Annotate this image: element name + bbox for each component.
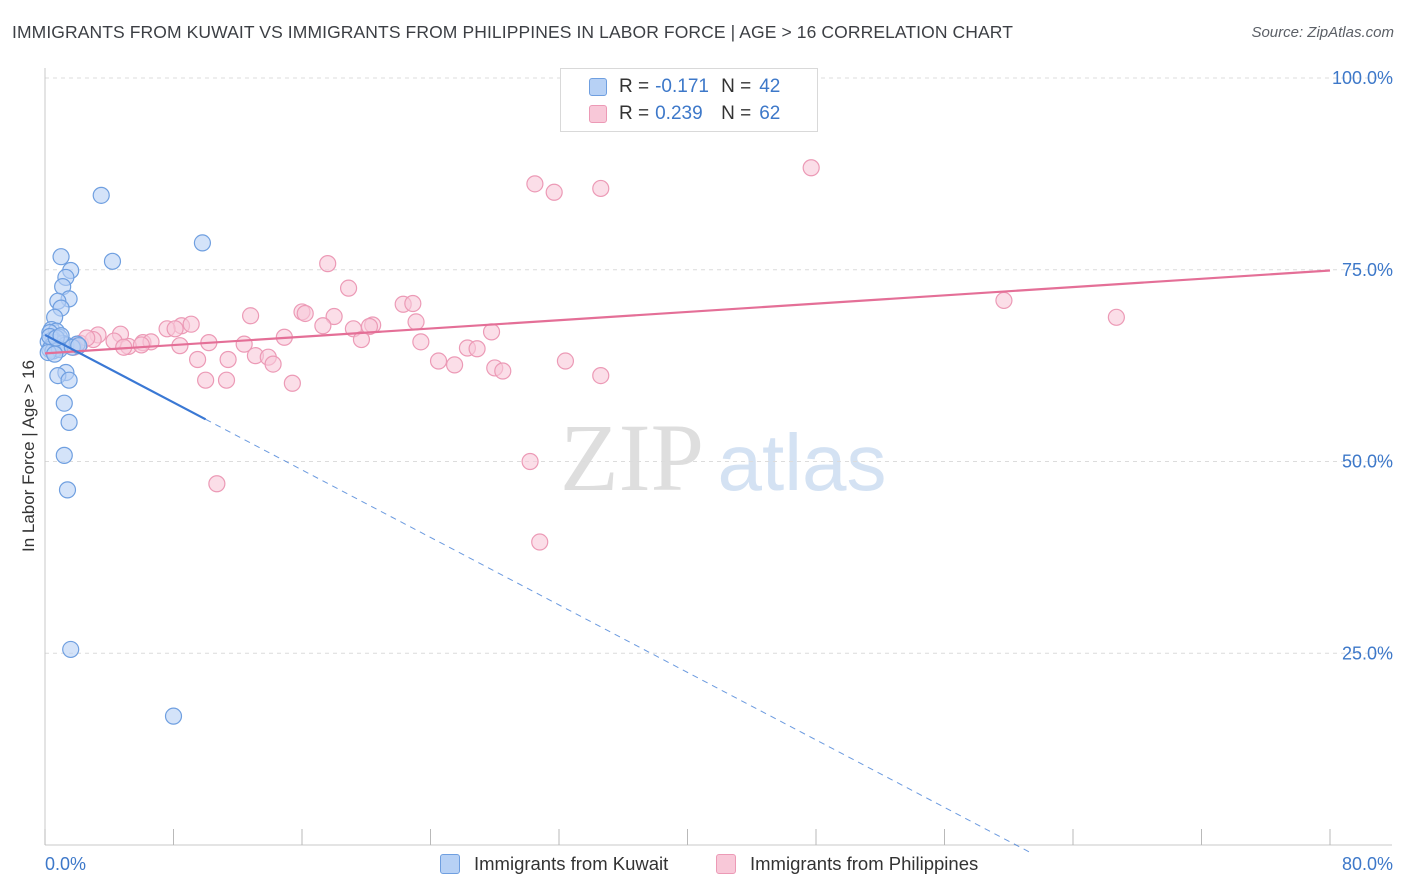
kuwait-point: [60, 413, 78, 431]
philippines-point: [188, 350, 207, 369]
kuwait-trend-extension: [205, 418, 1034, 855]
kuwait-point: [55, 394, 73, 412]
philippines-point: [197, 371, 215, 389]
kuwait-point: [60, 371, 78, 389]
philippines-n-value: 62: [759, 103, 781, 124]
philippines-point: [412, 333, 430, 351]
kuwait-point: [193, 234, 212, 252]
kuwait-n-label: N =: [721, 76, 752, 97]
bottom-legend-kuwait: Immigrants from Kuwait: [440, 852, 668, 876]
philippines-point: [468, 340, 486, 358]
y-axis-title: In Labor Force | Age > 16: [19, 360, 38, 552]
philippines-point: [208, 475, 226, 493]
philippines-point: [217, 371, 236, 389]
philippines-point: [556, 352, 575, 370]
bottom-philippines-label: Immigrants from Philippines: [750, 853, 979, 874]
philippines-r-value: 0.239: [655, 103, 703, 124]
philippines-point: [242, 307, 260, 325]
kuwait-n-value: 42: [759, 76, 781, 97]
bottom-kuwait-label: Immigrants from Kuwait: [474, 853, 669, 874]
legend-row-philippines: R = 0.239 N = 62: [589, 103, 780, 125]
kuwait-point: [164, 707, 183, 725]
y-tick-label: 50.0%: [1342, 452, 1393, 472]
philippines-point: [404, 294, 422, 313]
x-tick-labels: 0.0% 80.0%: [45, 854, 1393, 874]
philippines-point: [132, 336, 150, 354]
philippines-point: [325, 307, 343, 326]
philippines-point: [545, 183, 563, 201]
philippines-point: [319, 255, 337, 273]
philippines-point: [407, 313, 425, 331]
philippines-swatch: [589, 105, 607, 123]
kuwait-point: [52, 248, 70, 266]
philippines-point: [429, 352, 448, 370]
kuwait-point: [58, 481, 77, 499]
philippines-point: [526, 175, 544, 193]
philippines-point: [166, 320, 184, 338]
legend-row-kuwait: R = -0.171 N = 42: [589, 76, 780, 98]
philippines-point: [296, 304, 314, 323]
kuwait-r-value: -0.171: [655, 76, 709, 97]
philippines-point: [352, 330, 371, 349]
philippines-point: [521, 452, 539, 471]
correlation-legend: R = -0.171 N = 42 R = 0.239 N = 62: [560, 68, 818, 132]
axes: [44, 68, 1392, 846]
philippines-point: [339, 279, 358, 297]
bottom-kuwait-swatch: [440, 854, 460, 874]
philippines-point: [802, 159, 820, 177]
philippines-point: [264, 355, 282, 373]
watermark: ZIP atlas: [560, 404, 886, 511]
philippines-point: [482, 323, 501, 341]
watermark-zip: ZIP: [560, 404, 704, 511]
x-tick-label-max: 80.0%: [1342, 854, 1393, 874]
philippines-point: [995, 291, 1013, 310]
philippines-point: [494, 362, 512, 380]
kuwait-point: [92, 186, 110, 204]
y-tick-label: 100.0%: [1332, 68, 1393, 88]
trend-lines: [44, 269, 1331, 855]
chart-title: IMMIGRANTS FROM KUWAIT VS IMMIGRANTS FRO…: [12, 22, 1014, 42]
philippines-point: [592, 366, 610, 385]
philippines-point: [592, 179, 610, 198]
y-tick-label: 25.0%: [1342, 643, 1393, 663]
gridlines: [45, 77, 1392, 654]
philippines-point: [531, 533, 549, 551]
philippines-point: [445, 356, 464, 374]
y-tick-labels: 25.0% 50.0% 75.0% 100.0%: [1332, 68, 1393, 663]
kuwait-trend-line: [44, 333, 207, 421]
watermark-atlas: atlas: [718, 418, 887, 507]
philippines-point: [283, 374, 301, 392]
x-tick-label-min: 0.0%: [45, 854, 86, 874]
series-kuwait-points: [39, 186, 212, 725]
kuwait-point: [55, 446, 73, 464]
kuwait-r-label: R =: [619, 76, 650, 97]
kuwait-point: [62, 640, 80, 659]
philippines-point: [314, 317, 332, 335]
y-tick-label: 75.0%: [1342, 260, 1393, 280]
bottom-legend-philippines: Immigrants from Philippines: [716, 852, 978, 876]
philippines-n-label: N =: [721, 103, 752, 124]
philippines-point: [219, 350, 237, 369]
philippines-r-label: R =: [619, 103, 650, 124]
kuwait-point: [103, 252, 122, 270]
bottom-philippines-swatch: [716, 854, 736, 874]
source-label: Source: ZipAtlas.com: [1251, 24, 1394, 41]
kuwait-swatch: [589, 78, 607, 96]
philippines-point: [1107, 308, 1125, 326]
series-philippines-points: [54, 159, 1125, 551]
philippines-trend-line: [44, 269, 1331, 355]
philippines-point: [182, 315, 200, 333]
